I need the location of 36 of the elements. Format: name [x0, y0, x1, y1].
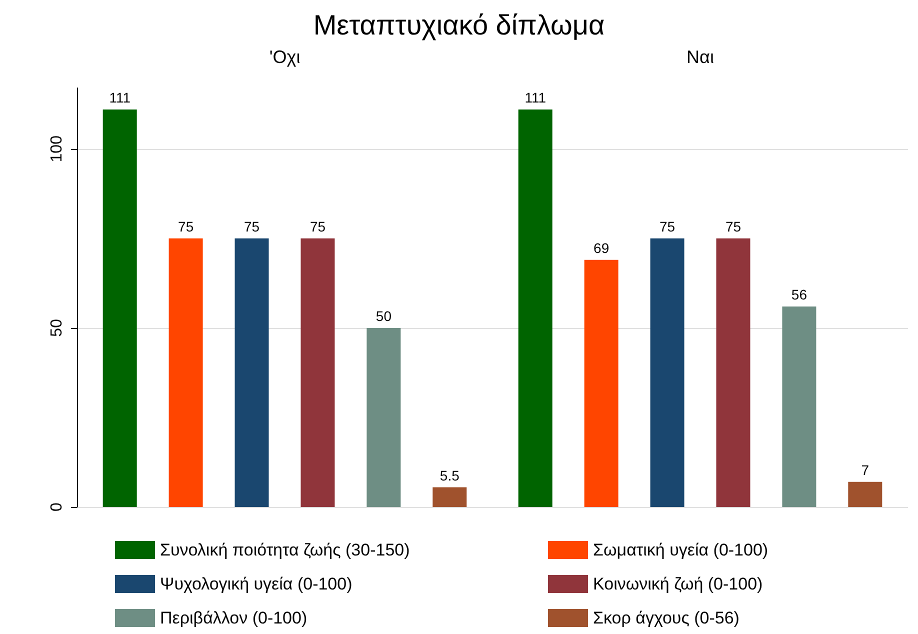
bar — [716, 238, 750, 507]
data-label: 69 — [594, 240, 610, 256]
bar — [234, 238, 269, 507]
chart-title: Μεταπτυχιακό δίπλωμα — [313, 10, 605, 40]
data-label: 111 — [109, 89, 131, 106]
bar — [432, 487, 467, 507]
bar — [650, 238, 684, 507]
data-label: 75 — [178, 218, 194, 234]
bar — [366, 328, 401, 507]
legend-label: Ψυχολογική υγεία (0-100) — [160, 574, 352, 594]
data-label: 111 — [524, 89, 546, 106]
data-label: 75 — [244, 218, 260, 234]
data-label: 5.5 — [440, 467, 460, 484]
legend-label: Κοινωνική ζωή (0-100) — [593, 574, 763, 594]
legend-label: Σωματική υγεία (0-100) — [593, 540, 768, 560]
x-tick-label: Ναι — [686, 47, 714, 67]
bar — [848, 482, 882, 507]
legend-label: Περιβάλλον (0-100) — [160, 608, 308, 628]
x-tick-label: 'Οχι — [269, 47, 300, 67]
bar — [584, 260, 618, 507]
y-tick-label: 100 — [48, 135, 66, 162]
bar — [300, 238, 335, 507]
data-label: 75 — [659, 218, 676, 234]
bar — [518, 109, 552, 507]
legend-label: Συνολική ποιότητα ζωής (30-150) — [160, 540, 410, 560]
bar — [782, 306, 816, 507]
bar — [102, 109, 137, 507]
data-label: 56 — [791, 286, 808, 302]
legend-label: Σκορ άγχους (0-56) — [593, 608, 740, 628]
y-tick-label: 50 — [48, 318, 66, 337]
data-label: 7 — [861, 462, 870, 478]
data-label: 75 — [725, 218, 742, 234]
data-label: 75 — [310, 218, 326, 234]
y-tick-label: 0 — [48, 502, 66, 512]
bar — [168, 238, 203, 507]
data-label: 50 — [376, 308, 392, 324]
